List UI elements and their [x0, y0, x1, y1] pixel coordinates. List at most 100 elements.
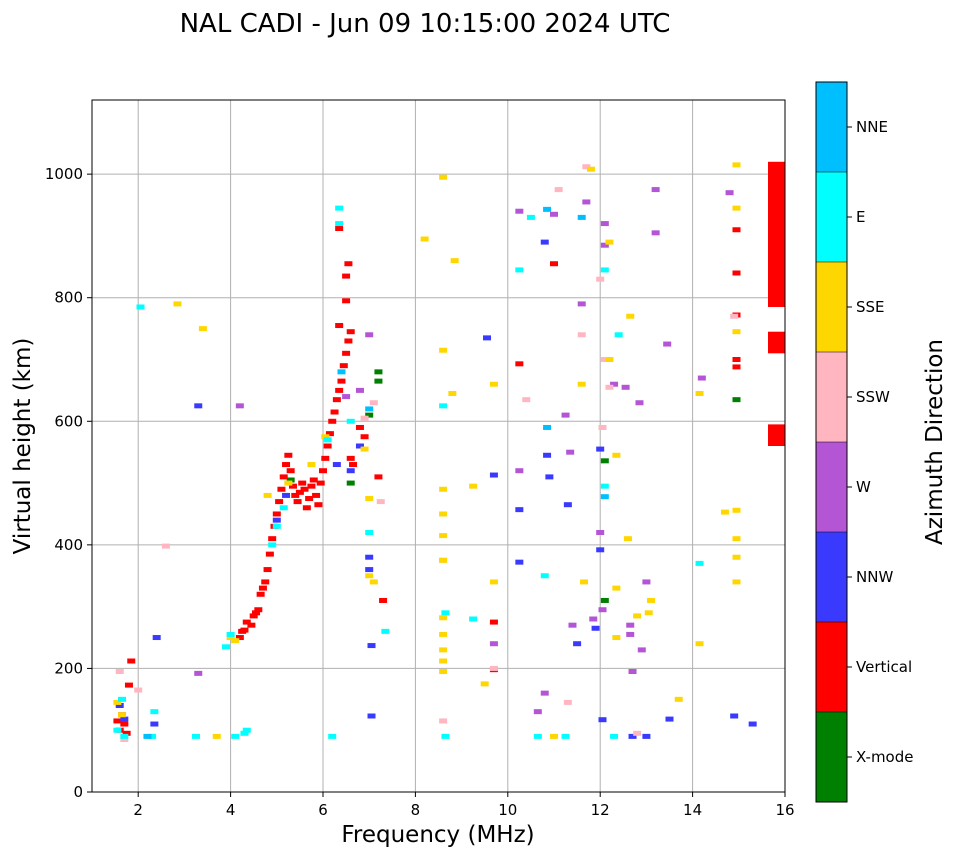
data-point-e: [441, 610, 450, 616]
data-point-nnw: [152, 635, 161, 641]
data-point-sse: [732, 205, 741, 211]
data-point-nne: [543, 424, 552, 430]
data-point-vertical: [321, 455, 330, 461]
colorbar-category-label: SSE: [856, 298, 885, 316]
data-point-ssw: [489, 665, 498, 671]
data-point-e: [610, 733, 619, 739]
data-point-ssw: [596, 276, 605, 282]
data-point-vertical: [319, 468, 327, 474]
data-point-vertical: [355, 424, 364, 430]
data-point-vertical: [515, 361, 524, 367]
data-point-w: [651, 187, 660, 193]
data-point-e: [148, 733, 157, 739]
data-point-vertical: [307, 483, 316, 489]
grid-lines: [92, 100, 785, 792]
data-point-nnw: [150, 721, 159, 727]
x-tick-label: 10: [498, 801, 517, 819]
vertical-band-segment: [768, 161, 785, 307]
data-point-w: [663, 341, 672, 347]
data-point-e: [226, 631, 235, 637]
data-point-vertical: [275, 499, 284, 505]
data-point-nnw: [598, 717, 607, 723]
data-point-ssw: [522, 397, 531, 403]
data-point-sse: [439, 511, 448, 517]
data-point-vertical: [328, 418, 337, 424]
colorbar-category-label: NNW: [856, 568, 893, 586]
x-tick-label: 8: [411, 801, 421, 819]
data-point-sse: [605, 357, 614, 362]
data-point-vertical: [272, 511, 281, 517]
y-tick-label: 400: [54, 536, 83, 554]
data-point-vertical: [252, 610, 261, 616]
data-point-vertical: [374, 474, 383, 480]
data-point-x-mode: [600, 458, 609, 464]
data-point-vertical: [113, 718, 122, 724]
data-point-vertical: [242, 619, 251, 625]
data-point-sse: [321, 434, 330, 440]
data-point-e: [136, 304, 145, 310]
data-point-w: [566, 449, 575, 455]
data-point-e: [515, 267, 524, 273]
colorbar-category-label: NNE: [856, 118, 888, 136]
data-point-nnw: [545, 474, 554, 480]
data-point-sse: [732, 162, 741, 168]
data-point-nnw: [355, 443, 364, 449]
data-point-nnw: [272, 517, 281, 523]
data-point-nnw: [628, 733, 637, 739]
colorbar-swatch: [816, 82, 847, 172]
data-point-nnw: [563, 502, 572, 508]
data-point-e: [561, 733, 570, 739]
data-point-w: [635, 400, 644, 406]
x-tick-label: 4: [226, 801, 236, 819]
data-point-w: [651, 230, 660, 236]
data-point-sse: [612, 585, 621, 591]
data-point-nnw: [573, 641, 582, 647]
data-point-nnw: [596, 547, 605, 553]
data-point-sse: [198, 326, 207, 332]
data-point-vertical: [247, 622, 256, 628]
data-point-w: [582, 199, 591, 205]
colorbar-swatch: [816, 442, 847, 532]
data-point-nnw: [120, 716, 129, 722]
data-point-vertical: [305, 496, 314, 502]
data-point-vertical: [295, 489, 304, 495]
data-point-w: [610, 381, 619, 387]
data-point-w: [365, 332, 374, 338]
data-point-nne: [600, 494, 609, 500]
data-point-vertical: [323, 443, 332, 449]
data-point-vertical: [256, 591, 265, 597]
data-point-w: [600, 242, 609, 248]
data-point-vertical: [330, 409, 339, 415]
colorbar-category-label: Vertical: [856, 658, 912, 676]
data-point-vertical: [291, 492, 300, 498]
data-point-sse: [695, 390, 704, 396]
data-point-vertical: [337, 378, 346, 384]
data-point-sse: [369, 579, 378, 585]
data-point-w: [515, 208, 524, 214]
colorbar-category-label: SSW: [856, 388, 890, 406]
data-point-vertical: [249, 613, 258, 619]
data-point-sse: [612, 452, 621, 458]
data-point-vertical: [268, 536, 277, 542]
data-point-x-mode: [732, 397, 741, 403]
data-point-e: [346, 418, 355, 424]
data-point-sse: [577, 381, 586, 387]
data-point-x-mode: [346, 480, 355, 486]
x-tick-label: 12: [591, 801, 610, 819]
data-point-vertical: [293, 499, 302, 505]
data-point-sse: [439, 631, 448, 637]
data-point-nnw: [730, 713, 739, 719]
x-tick-label: 2: [133, 801, 143, 819]
data-point-w: [515, 468, 524, 474]
x-tick-label: 16: [775, 801, 794, 819]
y-axis-label: Virtual height (km): [10, 338, 36, 555]
colorbar-swatch: [816, 712, 847, 802]
data-point-e: [120, 733, 129, 739]
data-point-e: [381, 628, 390, 634]
data-point-sse: [212, 733, 221, 739]
data-point-vertical: [550, 261, 558, 267]
data-point-sse: [284, 480, 293, 486]
colorbar-category-label: X-mode: [856, 748, 913, 766]
data-point-sse: [626, 313, 635, 319]
data-point-sse: [439, 615, 448, 621]
